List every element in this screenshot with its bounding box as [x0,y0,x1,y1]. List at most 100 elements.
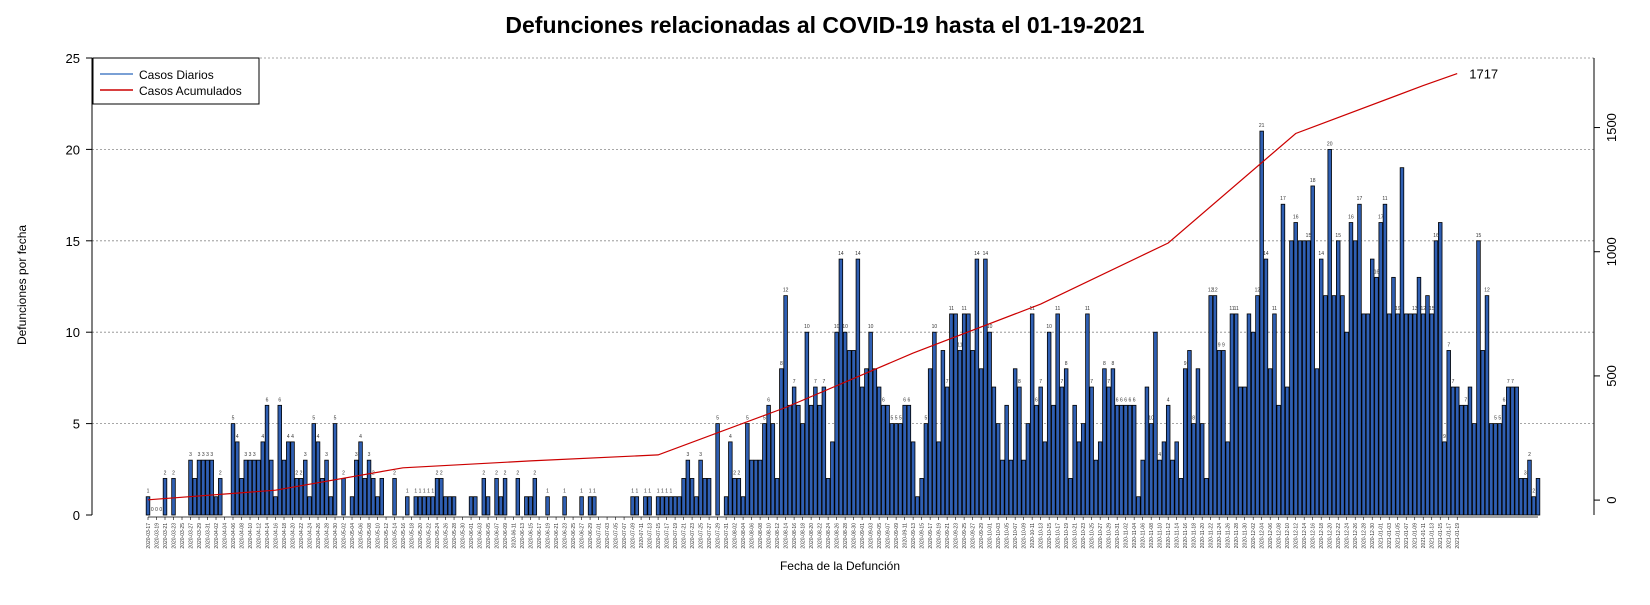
bar [817,404,822,516]
bar-value-label: 4 [291,434,294,440]
x-tick-label: 2020-07-19 [673,523,679,549]
bar [868,331,873,516]
bar [762,423,767,516]
x-tick-label: 2020-10-15 [1047,523,1053,549]
bar [1340,295,1345,516]
x-tick-label: 2020-06-13 [520,523,526,549]
bar-value-label: 1 [644,489,647,495]
bar-value-label: 12 [1255,288,1261,294]
bar [1174,441,1179,516]
bar-value-label: 1 [419,489,422,495]
x-tick-label: 2020-11-12 [1166,523,1172,548]
x-tick-label: 2020-03-21 [163,523,169,549]
bar [783,295,788,516]
bar [957,350,963,516]
bar-value-label: 3 [202,452,205,458]
bar [966,313,971,516]
bar [1319,258,1324,516]
bar [1263,258,1269,516]
x-tick-label: 2020-11-30 [1243,523,1249,548]
x-tick-label: 2020-03-17 [146,523,152,549]
x-tick-label: 2020-10-03 [996,523,1002,549]
bar [213,496,219,516]
bar-value-label: 2 [219,470,222,476]
bar [1327,148,1332,516]
bar-value-label: 9 [1184,361,1187,367]
bar [889,423,895,516]
bar [970,350,975,516]
x-tick-label: 2020-12-10 [1285,523,1291,549]
bar-value-label: 7 [1107,379,1110,385]
x-tick-label: 2020-12-16 [1311,523,1317,549]
bar-value-label: 14 [983,251,989,257]
bar [485,496,491,516]
bar [1063,368,1069,516]
bar [205,459,210,516]
x-tick-label: 2020-05-14 [393,523,399,549]
bar [834,331,839,516]
bar [1310,185,1315,516]
x-tick-label: 2020-07-01 [597,523,603,549]
bar-value-label: 8 [1103,361,1106,367]
bar [1242,386,1247,516]
x-tick-label: 2020-09-17 [928,523,934,549]
bar-value-label: 12 [783,288,789,294]
x-tick-label: 2020-03-23 [172,523,178,549]
bar [1055,313,1060,516]
bar-value-label: 5 [746,416,749,422]
bar-value-label: 7 [1452,379,1455,385]
bar [706,478,712,516]
bar [1004,404,1009,516]
bar [1531,496,1536,516]
bar [1233,313,1239,516]
bar [1459,404,1464,516]
x-tick-label: 2020-03-27 [189,523,195,549]
bar [417,496,423,516]
bar-value-label: 10 [834,324,840,330]
bar [1221,350,1226,516]
bar [1463,404,1468,516]
bar [983,258,988,516]
bar [1021,459,1026,516]
bar-value-label: 3 [198,452,201,458]
bar-value-label: 3 [210,452,213,458]
x-tick-label: 2020-09-29 [979,523,985,549]
bar [592,496,597,516]
bar [481,478,487,516]
x-tick-label: 2020-10-21 [1073,523,1079,549]
bar [451,496,457,516]
x-tick-label: 2020-12-20 [1328,523,1334,549]
bar-value-label: 3 [686,452,689,458]
bar [239,478,244,516]
x-tick-label: 2020-07-13 [648,523,654,549]
bar-value-label: 8 [1112,361,1115,367]
bar [371,478,376,516]
bar [847,350,852,516]
bar-value-label: 0 [159,507,162,513]
bar [162,478,168,516]
x-tick-label: 2020-04-12 [257,523,263,549]
bar-value-label: 7 [1511,379,1514,385]
x-tick-label: 2020-09-15 [920,523,926,549]
bar [1348,222,1354,516]
bar [1412,313,1417,516]
bar-value-label: 7 [793,379,796,385]
bar-value-label: 14 [855,251,861,257]
x-tick-label: 2020-05-04 [350,523,356,549]
bar-value-label: 1 [427,489,430,495]
bar-value-label: 9 [1443,434,1446,440]
bar [1182,368,1188,516]
y-axis-right: 0 500 1000 1500 [1593,58,1619,515]
x-tick-label: 2021-01-07 [1404,523,1410,549]
bar-value-label: 2 [300,470,303,476]
bar [1442,441,1447,516]
bar [842,331,848,516]
bar [1008,459,1014,516]
bar [1416,276,1422,516]
x-tick-label: 2020-08-06 [750,523,756,549]
x-tick-label: 2021-01-01 [1379,523,1385,549]
bar-value-label: 11 [1234,306,1239,312]
bar-value-label: 2 [436,470,439,476]
x-tick-label: 2020-07-07 [622,523,628,549]
bar [1276,404,1281,516]
